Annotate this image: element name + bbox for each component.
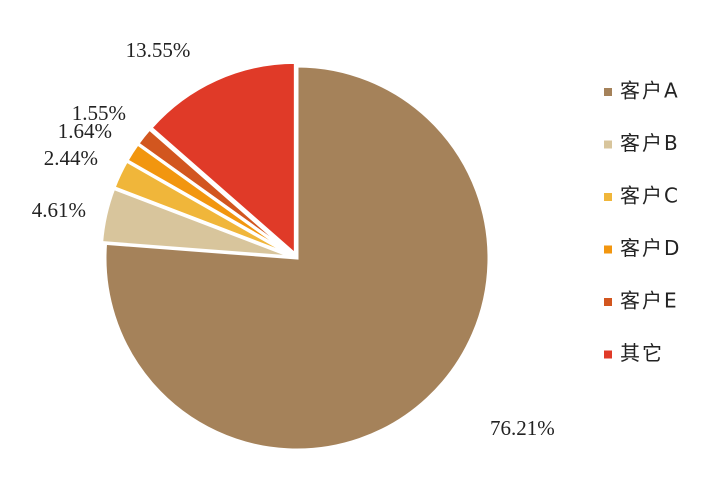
legend-label: 客户E bbox=[620, 289, 679, 313]
value-label: 1.64% bbox=[58, 119, 112, 143]
value-label: 2.44% bbox=[44, 146, 98, 170]
value-label: 76.21% bbox=[490, 416, 555, 440]
legend-swatch bbox=[604, 88, 612, 96]
legend-swatch bbox=[604, 298, 612, 306]
pie-slice bbox=[148, 60, 297, 258]
pie-slice bbox=[135, 126, 295, 257]
value-label: 1.55% bbox=[72, 101, 126, 125]
legend-swatch bbox=[604, 140, 612, 149]
legend-label: 客户B bbox=[620, 131, 680, 155]
value-label: 4.61% bbox=[32, 198, 86, 222]
legend-label: 客户C bbox=[620, 184, 680, 208]
pie-slice bbox=[103, 64, 491, 452]
legend-swatch bbox=[604, 245, 612, 254]
legend-label: 客户D bbox=[620, 236, 681, 260]
legend-label: 其它 bbox=[620, 341, 664, 365]
legend-swatch bbox=[604, 193, 612, 201]
legend-label: 客户A bbox=[620, 79, 680, 103]
legend-swatch bbox=[604, 350, 612, 359]
value-label: 13.55% bbox=[126, 38, 191, 62]
